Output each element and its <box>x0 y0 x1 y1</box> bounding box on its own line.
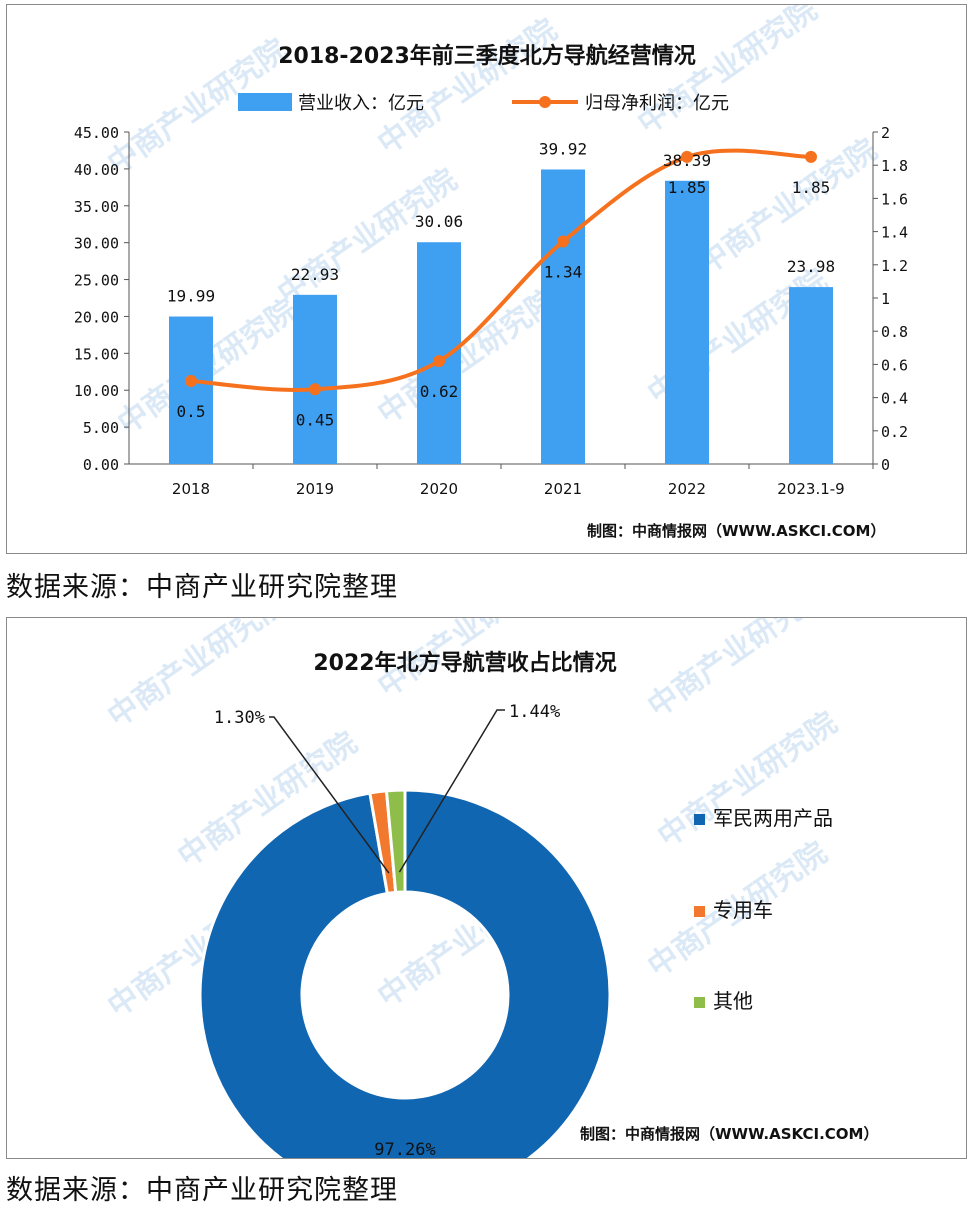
right-axis-tick-label: 0.6 <box>881 356 908 374</box>
right-axis-tick-label: 0 <box>881 456 890 474</box>
left-axis-tick-label: 5.00 <box>83 419 119 437</box>
x-axis-tick-label: 2022 <box>668 480 706 498</box>
profit-point <box>557 235 569 248</box>
legend-swatch <box>694 997 705 1008</box>
legend-swatch <box>694 814 705 825</box>
left-axis-tick-label: 45.00 <box>74 124 119 142</box>
profit-data-label: 1.85 <box>668 178 707 197</box>
source-note-1: 数据来源：中商产业研究院整理 <box>6 572 398 603</box>
donut-slice <box>384 788 407 895</box>
chart-credit: 制图：中商情报网（WWW.ASKCI.COM） <box>580 1125 878 1143</box>
profit-point <box>309 383 321 396</box>
x-axis-tick-label: 2018 <box>172 480 210 498</box>
revenue-data-label: 30.06 <box>415 212 463 231</box>
legend-label: 军民两用产品 <box>713 806 833 830</box>
legend-label-revenue: 营业收入：亿元 <box>298 93 424 114</box>
revenue-share-donut-panel: 中商产业研究院 中商产业研究院 中商产业研究院 中商产业研究院 中商产业研究院 中商产业研… <box>6 555 967 1202</box>
watermark-text: 中商产业研究院 <box>632 5 824 142</box>
right-axis-tick-label: 0.4 <box>881 390 908 408</box>
right-axis-tick-label: 1.6 <box>881 190 908 208</box>
x-axis-tick-label: 2020 <box>420 480 458 498</box>
left-axis-tick-label: 40.00 <box>74 161 119 179</box>
profit-data-label: 1.34 <box>544 263 583 282</box>
left-axis-tick-label: 15.00 <box>74 345 119 363</box>
right-axis-tick-label: 2 <box>881 124 890 142</box>
profit-data-label: 1.85 <box>792 178 831 197</box>
profit-data-label: 0.62 <box>420 382 459 401</box>
chart-credit: 制图：中商情报网（WWW.ASKCI.COM） <box>587 522 885 540</box>
legend-marker-profit <box>539 96 551 108</box>
profit-point <box>185 375 197 387</box>
x-axis-tick-label: 2021 <box>544 480 582 498</box>
left-axis-tick-label: 0.00 <box>83 456 119 474</box>
profit-data-label: 0.5 <box>177 402 206 421</box>
donut-slice <box>198 788 612 1202</box>
right-axis-tick-label: 0.2 <box>881 423 908 441</box>
profit-point <box>433 355 445 368</box>
source-note-2: 数据来源：中商产业研究院整理 <box>6 1175 398 1206</box>
slice-label: 97.26% <box>374 1140 435 1158</box>
chart-title: 2018-2023年前三季度北方导航经营情况 <box>278 43 696 69</box>
revenue-bar <box>417 242 461 464</box>
legend-label: 专用车 <box>713 898 773 922</box>
left-axis-tick-label: 20.00 <box>74 308 119 326</box>
right-axis-tick-label: 1.8 <box>881 157 908 175</box>
x-axis-tick-label: 2019 <box>296 480 334 498</box>
profit-data-label: 0.45 <box>296 410 335 429</box>
leader-line <box>398 709 505 873</box>
watermark-text: 中商产业研究院 <box>372 12 564 161</box>
revenue-data-label: 23.98 <box>787 257 835 276</box>
x-axis-tick-label: 2023.1-9 <box>777 480 844 498</box>
revenue-bar <box>293 294 337 464</box>
watermark-text: 中商产业研究院 <box>372 282 564 431</box>
revenue-data-label: 22.93 <box>291 265 339 284</box>
watermark-text: 中商产业研究院 <box>642 618 834 725</box>
revenue-bar <box>665 180 709 465</box>
legend-swatch-revenue <box>238 93 292 111</box>
legend-label: 其他 <box>713 989 753 1013</box>
leader-line <box>269 716 390 874</box>
revenue-bar <box>169 316 213 464</box>
right-axis-tick-label: 1 <box>881 290 890 308</box>
left-axis-tick-label: 35.00 <box>74 198 119 216</box>
profit-point <box>681 150 693 163</box>
revenue-bar <box>541 169 585 464</box>
left-axis-tick-label: 10.00 <box>74 382 119 400</box>
legend-label-profit: 归母净利润：亿元 <box>585 93 729 114</box>
profit-line <box>190 148 812 392</box>
revenue-bar <box>789 287 833 464</box>
left-axis-tick-label: 25.00 <box>74 272 119 290</box>
revenue-data-label: 19.99 <box>167 287 215 306</box>
chart-title: 2022年北方导航营收占比情况 <box>313 650 616 676</box>
slice-label: 1.30% <box>214 708 265 728</box>
right-axis-tick-label: 0.8 <box>881 323 908 341</box>
legend-swatch <box>694 906 705 917</box>
right-axis-tick-label: 1.2 <box>881 257 908 275</box>
right-axis-tick-label: 1.4 <box>881 224 908 242</box>
slice-label: 1.44% <box>509 702 560 722</box>
revenue-data-label: 39.92 <box>539 139 587 158</box>
profit-point <box>805 150 817 163</box>
revenue-data-label: 38.39 <box>663 151 711 170</box>
watermark-text: 中商产业研究院 <box>652 705 844 854</box>
revenue-profit-chart-panel: 中商产业研究院 中商产业研究院 中商产业研究院 中商产业研究院 中商产业研究院 中商产业研… <box>6 0 967 554</box>
left-axis-tick-label: 30.00 <box>74 235 119 253</box>
